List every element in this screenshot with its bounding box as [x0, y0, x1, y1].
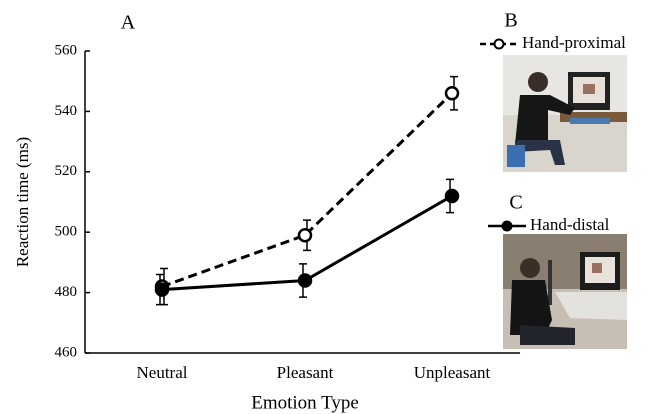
marker	[446, 190, 458, 202]
legend-label: Hand-proximal	[522, 33, 626, 52]
y-axis-label: Reaction time (ms)	[13, 137, 32, 267]
panel-label: A	[121, 12, 136, 34]
y-tick-label: 520	[55, 163, 78, 179]
x-tick-label: Unpleasant	[414, 363, 491, 382]
y-tick-label: 540	[55, 103, 78, 119]
marker	[156, 284, 168, 296]
marker	[446, 87, 458, 99]
legend-label: Hand-distal	[530, 215, 610, 234]
y-tick-label: 500	[55, 224, 78, 240]
x-tick-label: Neutral	[137, 363, 188, 382]
x-tick-label: Pleasant	[277, 363, 334, 382]
marker	[495, 40, 504, 49]
series-line	[162, 93, 452, 286]
photo-hand-distal	[503, 234, 627, 349]
y-tick-label: 480	[55, 284, 78, 300]
panel-label: C	[509, 192, 522, 214]
chart: A B C Emotion Type Reaction time (ms) 46…	[0, 0, 663, 414]
panel-label: B	[504, 10, 517, 32]
marker	[503, 222, 512, 231]
marker	[299, 229, 311, 241]
x-axis-label: Emotion Type	[251, 392, 359, 413]
marker	[299, 275, 311, 287]
y-tick-label: 460	[55, 344, 78, 360]
page: {"chart_data": {"type": "line", "panel_l…	[0, 0, 663, 414]
photo-hand-proximal	[503, 55, 627, 172]
y-tick-label: 560	[55, 42, 78, 58]
